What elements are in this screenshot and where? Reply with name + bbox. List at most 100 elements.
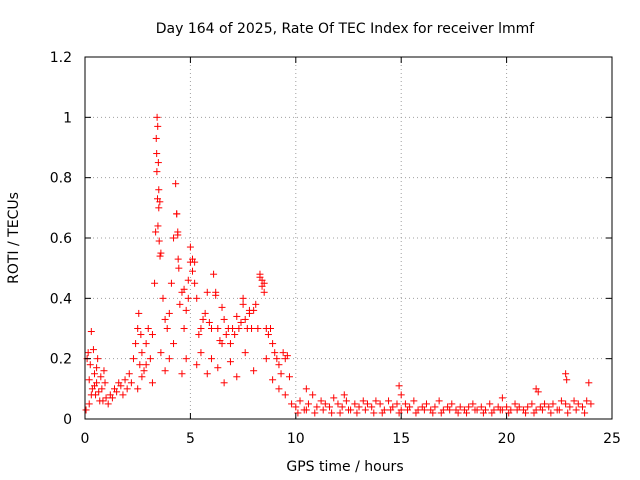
data-point xyxy=(229,325,237,332)
data-point xyxy=(237,318,245,326)
data-point xyxy=(178,370,186,378)
data-point xyxy=(334,400,342,408)
data-point xyxy=(201,309,209,317)
x-tick-label: 5 xyxy=(186,431,195,447)
data-point xyxy=(205,318,213,326)
data-point xyxy=(161,315,169,323)
data-point xyxy=(296,397,304,405)
data-point xyxy=(134,385,142,393)
data-point xyxy=(269,340,277,348)
data-point xyxy=(199,315,207,323)
data-point xyxy=(155,237,163,245)
data-point xyxy=(471,406,479,414)
data-point xyxy=(387,406,395,414)
data-point xyxy=(431,403,439,411)
data-point xyxy=(214,325,222,332)
data-point xyxy=(93,364,101,372)
data-point xyxy=(101,379,109,387)
data-points xyxy=(82,113,595,417)
data-point xyxy=(220,315,228,323)
data-point xyxy=(429,409,437,417)
data-point xyxy=(271,349,279,357)
data-point xyxy=(98,385,106,393)
data-point xyxy=(207,325,215,332)
data-point xyxy=(281,391,289,399)
data-point xyxy=(137,331,145,339)
data-point xyxy=(252,300,260,308)
x-tick-label: 20 xyxy=(498,431,516,447)
data-point xyxy=(123,385,131,393)
data-point xyxy=(368,403,376,411)
data-point xyxy=(157,249,165,257)
data-point xyxy=(212,291,220,299)
data-point xyxy=(207,355,215,363)
data-point xyxy=(174,255,182,263)
data-point xyxy=(220,379,228,387)
data-point xyxy=(522,409,530,417)
data-point xyxy=(167,279,175,287)
data-point xyxy=(203,370,211,378)
data-point xyxy=(104,400,112,408)
data-point xyxy=(309,391,317,399)
data-point xyxy=(547,409,555,417)
data-point xyxy=(353,409,361,417)
data-point xyxy=(311,409,319,417)
data-point xyxy=(385,397,393,405)
data-point xyxy=(448,400,456,408)
data-point xyxy=(456,403,464,411)
data-point xyxy=(555,406,563,414)
data-point xyxy=(182,355,190,363)
data-point xyxy=(86,361,94,369)
data-point xyxy=(180,285,188,293)
data-point xyxy=(89,346,97,354)
data-point xyxy=(372,397,380,405)
data-point xyxy=(172,180,180,188)
data-point xyxy=(148,379,156,387)
data-point xyxy=(97,373,105,381)
data-point xyxy=(222,331,230,339)
data-point xyxy=(545,403,553,411)
data-point xyxy=(273,355,281,363)
data-point xyxy=(326,403,334,411)
data-point xyxy=(496,406,504,414)
data-point xyxy=(572,406,580,414)
data-point xyxy=(336,409,344,417)
x-tick-label: 25 xyxy=(603,431,621,447)
data-point xyxy=(376,400,384,408)
data-point xyxy=(165,309,173,317)
data-point xyxy=(361,406,369,414)
data-point xyxy=(173,210,181,218)
data-point xyxy=(503,403,511,411)
data-point xyxy=(321,400,329,408)
data-point xyxy=(135,309,143,317)
data-point xyxy=(154,122,162,130)
data-point xyxy=(193,294,201,302)
data-point xyxy=(142,361,150,369)
data-point xyxy=(90,370,98,378)
data-point xyxy=(248,325,256,332)
data-point xyxy=(136,361,144,369)
data-point xyxy=(345,406,352,414)
data-point xyxy=(410,397,418,405)
data-point xyxy=(155,186,163,194)
data-point xyxy=(435,397,443,405)
data-point xyxy=(378,409,386,417)
y-tick-label: 0.8 xyxy=(50,171,72,187)
data-point xyxy=(235,325,243,332)
data-point xyxy=(138,349,146,357)
data-point xyxy=(302,406,310,414)
data-point xyxy=(241,315,249,323)
data-point xyxy=(549,400,557,408)
plot-frame xyxy=(84,56,613,420)
data-point xyxy=(154,159,162,167)
data-point xyxy=(275,385,283,393)
y-axis-title: ROTI / TECUs xyxy=(6,192,22,284)
data-point xyxy=(156,252,164,260)
data-point xyxy=(153,113,161,121)
data-point xyxy=(180,325,188,332)
data-point xyxy=(564,409,572,417)
data-point xyxy=(157,349,165,357)
data-point xyxy=(469,400,477,408)
data-point xyxy=(328,409,336,417)
grid-layer xyxy=(85,57,612,419)
